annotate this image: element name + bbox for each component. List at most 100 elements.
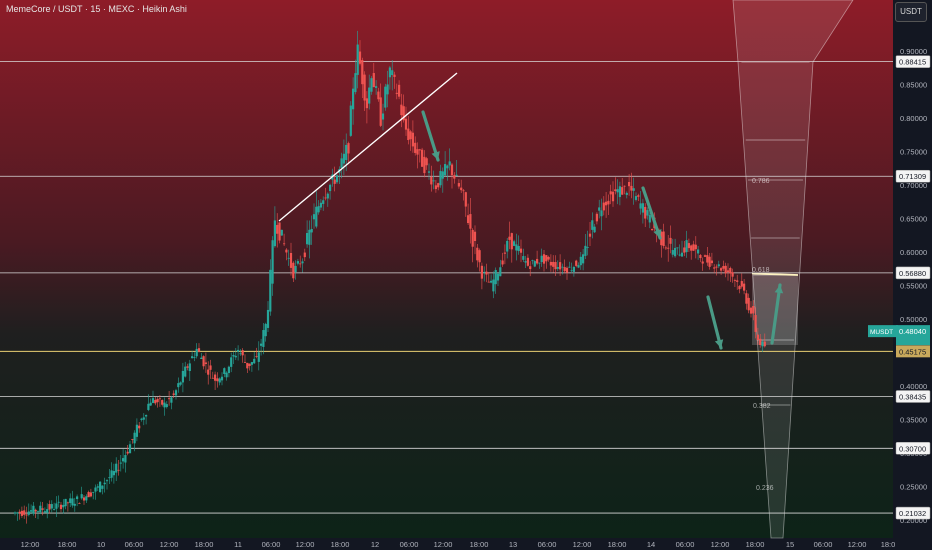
candle-body — [285, 249, 288, 253]
down-arrow[interactable] — [421, 110, 440, 162]
candle-body — [301, 261, 304, 264]
candle-body — [216, 378, 219, 382]
candle-body — [519, 248, 523, 253]
down-arrow[interactable] — [706, 295, 724, 350]
candle-body — [138, 425, 141, 429]
candle-body — [761, 341, 764, 347]
currency-button[interactable]: USDT — [895, 2, 927, 22]
candle-body — [294, 265, 297, 273]
candle-body — [430, 176, 433, 185]
candle-body — [570, 270, 573, 272]
time-tick-label: 11 — [234, 540, 242, 549]
candle-body — [131, 439, 134, 440]
candle-body — [230, 357, 233, 367]
candle-body — [163, 402, 166, 408]
candle-body — [646, 210, 649, 216]
candle-body — [87, 492, 90, 498]
candle-body — [253, 358, 256, 364]
candle-body — [393, 74, 396, 77]
candle-body — [191, 356, 194, 359]
candle-body — [462, 190, 465, 192]
candle-body — [708, 256, 711, 267]
time-axis-panel[interactable] — [0, 538, 893, 550]
cone-level-label: 0.382 — [753, 403, 771, 410]
candle-body — [317, 206, 320, 213]
candle-body — [720, 268, 723, 271]
candle-body — [473, 231, 477, 242]
time-tick-label: 12 — [371, 540, 379, 549]
time-tick-label: 18:00 — [58, 540, 77, 549]
cone-level-label: 0.236 — [756, 485, 774, 492]
time-tick-label: 12:00 — [160, 540, 179, 549]
candle-body — [115, 463, 118, 473]
candle-body — [25, 514, 28, 516]
candle-body — [508, 236, 511, 240]
horizontal-levels[interactable] — [0, 61, 893, 514]
price-tick-label: 0.50000 — [900, 315, 927, 324]
candle-body — [648, 215, 651, 223]
candle-body — [122, 458, 125, 462]
candle-body — [630, 185, 633, 191]
candle-body — [515, 244, 518, 251]
candle-body — [517, 246, 520, 252]
candle-body — [80, 494, 83, 499]
candle-body — [756, 334, 759, 340]
candle-body — [140, 418, 143, 420]
candle-body — [354, 73, 357, 93]
candle-body — [209, 365, 212, 370]
candle-body — [103, 482, 106, 485]
candle-body — [713, 267, 716, 269]
candle-body — [717, 264, 720, 267]
candle-body — [179, 382, 182, 385]
candle-body — [358, 51, 362, 64]
current-price-tag — [896, 325, 930, 346]
candle-body — [745, 293, 748, 304]
time-tick-label: 18:00 — [331, 540, 350, 549]
candle-body — [342, 153, 345, 164]
candle-body — [611, 191, 615, 202]
time-tick-label: 06:00 — [400, 540, 419, 549]
candle-body — [423, 156, 426, 174]
candle-body — [197, 348, 201, 352]
candle-body — [315, 206, 318, 227]
candle-body — [69, 498, 72, 503]
down-arrow[interactable] — [641, 186, 662, 240]
candle-body — [600, 210, 603, 217]
price-tick-label: 0.70000 — [900, 181, 927, 190]
candle-body — [577, 265, 580, 268]
candle-body — [439, 171, 442, 186]
candle-body — [241, 350, 244, 356]
level-price-label: 0.56880 — [899, 269, 926, 278]
symbol-tag — [868, 325, 898, 338]
candle-body — [464, 192, 467, 207]
candle-body — [133, 432, 136, 444]
drawings[interactable] — [278, 72, 784, 350]
candle-body — [312, 214, 316, 220]
candle-body — [561, 266, 564, 268]
candle-body — [324, 197, 327, 199]
candle-body — [39, 505, 42, 513]
candle-body — [308, 229, 311, 245]
candle-body — [232, 355, 235, 357]
candle-body — [165, 404, 168, 408]
candle-body — [632, 188, 635, 191]
time-tick-label: 10 — [97, 540, 105, 549]
candle-body — [16, 512, 19, 514]
up-arrow[interactable] — [770, 283, 784, 345]
price-tick-label: 0.75000 — [900, 148, 927, 157]
fib-cone[interactable]: 0.618 0.786 0.382 0.236 — [732, 0, 854, 539]
trendline[interactable] — [278, 72, 458, 222]
candle-body — [593, 226, 596, 233]
candle-body — [697, 249, 700, 254]
candle-body — [62, 504, 65, 508]
candle-body — [283, 243, 286, 245]
candle-body — [18, 511, 21, 514]
time-axis: 12:00 18:00 10 06:00 12:00 18:00 11 06:00 12:00 1… — [21, 540, 896, 549]
candle-body — [496, 273, 500, 281]
candle-body — [306, 233, 309, 245]
price-tick-label: 0.20000 — [900, 516, 927, 525]
candle-body — [188, 363, 191, 372]
candle-body — [347, 143, 350, 154]
candle-body — [754, 315, 757, 332]
